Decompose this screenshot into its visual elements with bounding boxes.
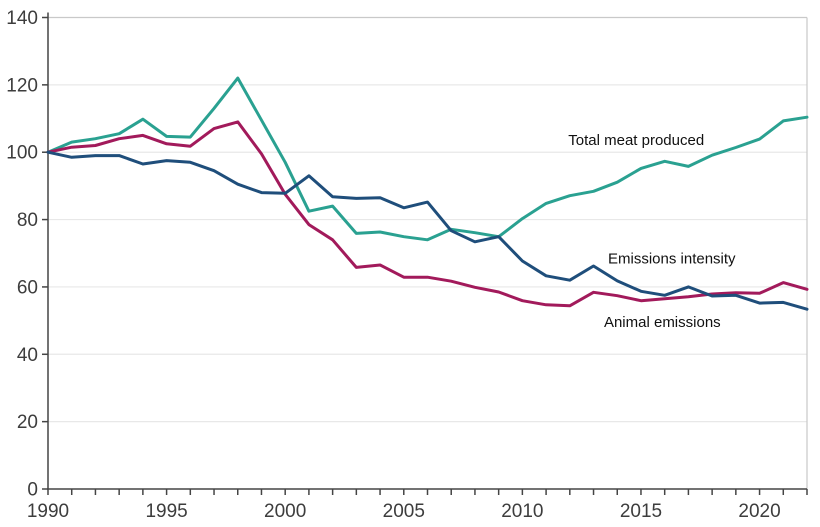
y-tick-label: 120 [6, 75, 38, 96]
y-tick-label: 0 [27, 480, 38, 501]
x-tick-label: 1990 [27, 501, 69, 522]
x-tick-label: 2015 [620, 501, 662, 522]
series-line-animal-emissions [46, 120, 809, 308]
series-line-total-meat-produced [46, 76, 809, 242]
series-label-total-meat-produced: Total meat produced [568, 132, 704, 149]
x-tick-label: 2000 [264, 501, 306, 522]
x-tick-label: 2020 [738, 501, 780, 522]
y-tick-label: 80 [17, 210, 38, 231]
y-tick-label: 40 [17, 345, 38, 366]
y-tick-label: 140 [6, 8, 38, 29]
x-tick-label: 2010 [501, 501, 543, 522]
y-tick-label: 20 [17, 412, 38, 433]
series-line-emissions-intensity [46, 150, 809, 311]
series-label-emissions-intensity: Emissions intensity [608, 250, 736, 267]
series-label-animal-emissions: Animal emissions [604, 314, 721, 331]
y-tick-label: 100 [6, 143, 38, 164]
x-tick-label: 1995 [145, 501, 187, 522]
x-tick-label: 2005 [383, 501, 425, 522]
y-tick-label: 60 [17, 277, 38, 298]
